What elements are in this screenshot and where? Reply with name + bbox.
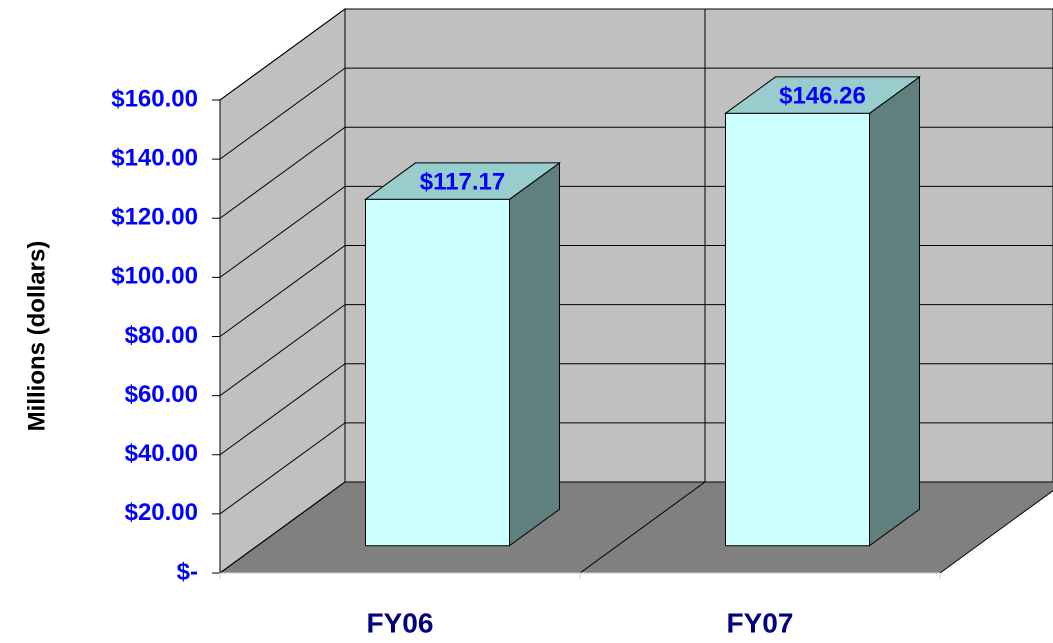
y-tick-label: $140.00 <box>111 144 198 171</box>
x-tick-label: FY06 <box>367 607 434 638</box>
grid-line <box>219 481 346 574</box>
bar <box>725 112 870 547</box>
grid-line <box>219 185 346 278</box>
y-tick-label: $160.00 <box>111 85 198 112</box>
grid-line <box>219 126 346 219</box>
grid-line <box>219 8 346 101</box>
y-tick-label: $20.00 <box>125 499 198 526</box>
value-label: $146.26 <box>779 82 866 109</box>
value-label: $117.17 <box>420 168 505 195</box>
y-tick-label: $60.00 <box>125 381 198 408</box>
y-axis-title: Millions (dollars) <box>23 241 50 432</box>
bar-side <box>509 161 560 547</box>
grid-line <box>219 67 346 160</box>
grid-line <box>219 363 346 456</box>
y-tick-label: $40.00 <box>125 440 198 467</box>
floor <box>218 481 1053 574</box>
y-tick-label: $100.00 <box>111 263 198 290</box>
grid-line <box>219 245 346 337</box>
y-tick-label: $- <box>177 558 198 585</box>
y-tick-label: $80.00 <box>125 322 198 349</box>
x-tick-label: FY07 <box>727 607 794 638</box>
bar <box>365 198 510 547</box>
grid-line <box>219 422 346 515</box>
y-tick-label: $120.00 <box>111 204 198 231</box>
grid-line <box>219 304 346 397</box>
divider <box>579 481 706 574</box>
bar-side <box>869 75 920 547</box>
